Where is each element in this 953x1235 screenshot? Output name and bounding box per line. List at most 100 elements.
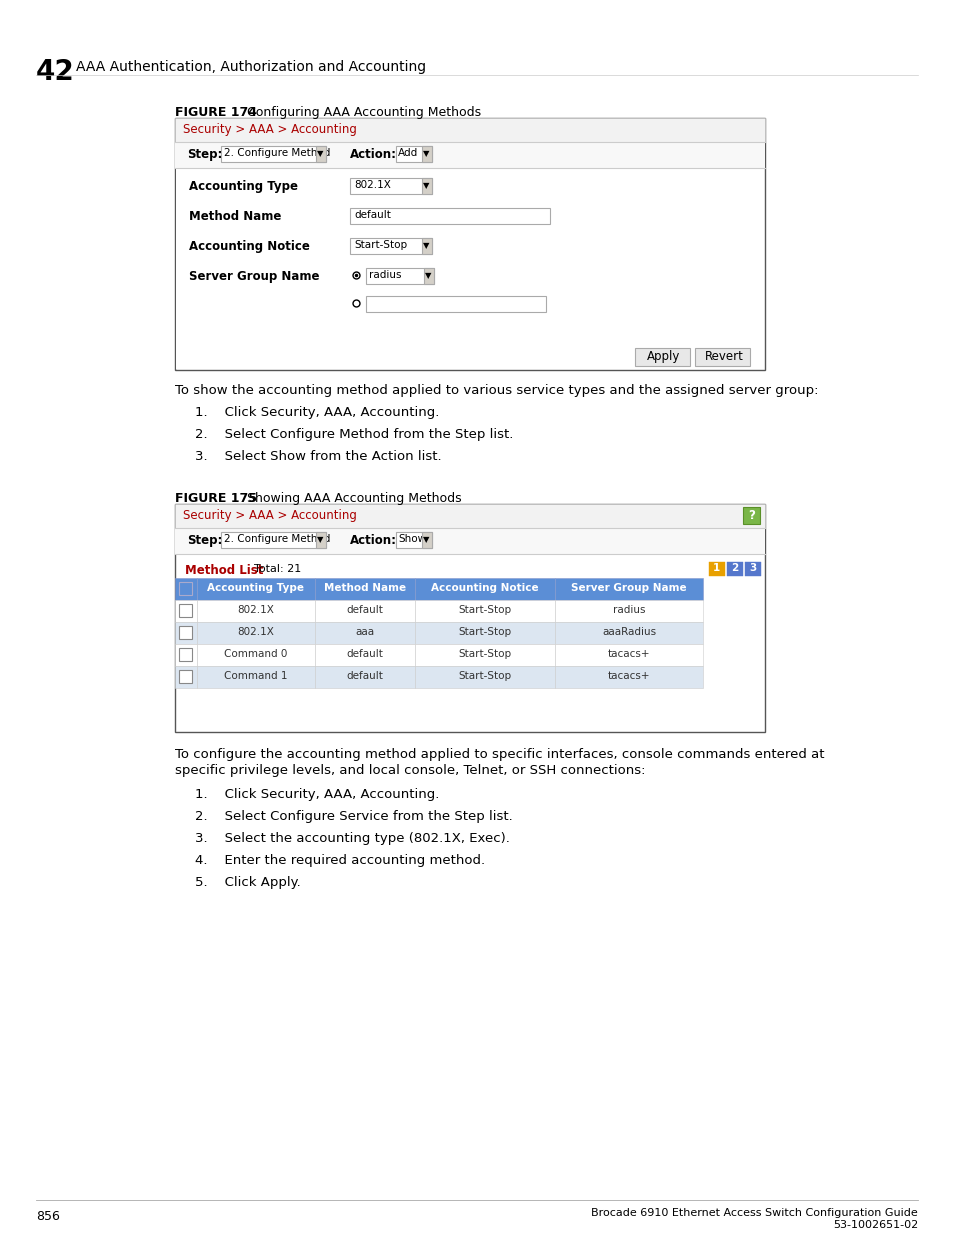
Bar bbox=[174, 666, 196, 688]
Bar bbox=[395, 532, 432, 548]
Bar bbox=[350, 178, 432, 194]
Bar bbox=[421, 178, 432, 194]
Text: Security > AAA > Accounting: Security > AAA > Accounting bbox=[183, 124, 356, 136]
Bar bbox=[174, 578, 196, 600]
Bar bbox=[174, 119, 764, 370]
Bar bbox=[196, 643, 314, 666]
Bar bbox=[179, 648, 192, 661]
Text: Show: Show bbox=[397, 534, 426, 543]
Bar bbox=[179, 671, 192, 683]
Text: ▼: ▼ bbox=[422, 149, 429, 158]
Text: Showing AAA Accounting Methods: Showing AAA Accounting Methods bbox=[247, 492, 461, 505]
Text: Method List: Method List bbox=[185, 564, 263, 577]
Bar bbox=[421, 238, 432, 254]
Bar bbox=[174, 622, 196, 643]
Text: 802.1X: 802.1X bbox=[237, 605, 274, 615]
Bar bbox=[744, 562, 760, 576]
Text: Accounting Type: Accounting Type bbox=[208, 583, 304, 593]
Bar bbox=[415, 578, 555, 600]
Text: ▼: ▼ bbox=[316, 149, 323, 158]
Text: Server Group Name: Server Group Name bbox=[571, 583, 686, 593]
Text: FIGURE 175: FIGURE 175 bbox=[174, 492, 256, 505]
Text: Configuring AAA Accounting Methods: Configuring AAA Accounting Methods bbox=[247, 106, 480, 119]
Text: 856: 856 bbox=[36, 1210, 60, 1223]
Text: Start-Stop: Start-Stop bbox=[458, 605, 511, 615]
Text: Brocade 6910 Ethernet Access Switch Configuration Guide: Brocade 6910 Ethernet Access Switch Conf… bbox=[591, 1208, 917, 1218]
Text: default: default bbox=[346, 605, 383, 615]
Bar bbox=[555, 666, 702, 688]
Bar bbox=[174, 504, 764, 732]
Text: 53-1002651-02: 53-1002651-02 bbox=[832, 1220, 917, 1230]
Text: 3.    Select the accounting type (802.1X, Exec).: 3. Select the accounting type (802.1X, E… bbox=[194, 832, 509, 845]
Text: radius: radius bbox=[612, 605, 644, 615]
Text: Accounting Notice: Accounting Notice bbox=[189, 240, 310, 253]
Text: Server Group Name: Server Group Name bbox=[189, 270, 319, 283]
Text: AAA Authentication, Authorization and Accounting: AAA Authentication, Authorization and Ac… bbox=[76, 61, 426, 74]
Bar bbox=[196, 600, 314, 622]
Text: To configure the accounting method applied to specific interfaces, console comma: To configure the accounting method appli… bbox=[174, 748, 823, 761]
Text: FIGURE 174: FIGURE 174 bbox=[174, 106, 256, 119]
Bar bbox=[555, 643, 702, 666]
Bar bbox=[196, 622, 314, 643]
Bar bbox=[695, 348, 749, 366]
Text: 2. Configure Method: 2. Configure Method bbox=[224, 534, 330, 543]
Bar bbox=[708, 562, 724, 576]
Text: 1.    Click Security, AAA, Accounting.: 1. Click Security, AAA, Accounting. bbox=[194, 788, 439, 802]
Text: 802.1X: 802.1X bbox=[237, 627, 274, 637]
Text: default: default bbox=[346, 671, 383, 680]
Text: 1: 1 bbox=[712, 563, 720, 573]
Text: default: default bbox=[346, 650, 383, 659]
Bar bbox=[314, 600, 415, 622]
Bar bbox=[174, 504, 764, 529]
Bar bbox=[179, 604, 192, 618]
Bar bbox=[314, 643, 415, 666]
Text: Step:: Step: bbox=[187, 534, 222, 547]
Bar bbox=[174, 643, 196, 666]
Text: 2.    Select Configure Method from the Step list.: 2. Select Configure Method from the Step… bbox=[194, 429, 513, 441]
Text: Start-Stop: Start-Stop bbox=[458, 650, 511, 659]
Text: Action:: Action: bbox=[350, 148, 396, 161]
Bar bbox=[635, 348, 689, 366]
Text: specific privilege levels, and local console, Telnet, or SSH connections:: specific privilege levels, and local con… bbox=[174, 764, 645, 777]
Text: ▼: ▼ bbox=[422, 535, 429, 543]
Bar bbox=[350, 207, 550, 224]
Text: aaa: aaa bbox=[355, 627, 375, 637]
Text: Security > AAA > Accounting: Security > AAA > Accounting bbox=[183, 509, 356, 522]
Bar bbox=[221, 146, 326, 162]
Text: Revert: Revert bbox=[704, 350, 743, 363]
Text: Start-Stop: Start-Stop bbox=[458, 627, 511, 637]
Bar bbox=[179, 582, 192, 595]
Bar bbox=[415, 666, 555, 688]
Bar bbox=[221, 532, 326, 548]
Text: Command 0: Command 0 bbox=[224, 650, 288, 659]
Bar bbox=[421, 532, 432, 548]
Bar bbox=[196, 578, 314, 600]
Bar bbox=[415, 600, 555, 622]
Bar bbox=[415, 622, 555, 643]
Bar bbox=[174, 142, 764, 168]
Bar bbox=[315, 146, 326, 162]
Bar bbox=[314, 666, 415, 688]
Text: Total: 21: Total: 21 bbox=[247, 564, 301, 574]
Text: 1.    Click Security, AAA, Accounting.: 1. Click Security, AAA, Accounting. bbox=[194, 406, 439, 419]
Bar bbox=[174, 529, 764, 555]
Bar bbox=[726, 562, 742, 576]
Bar bbox=[555, 578, 702, 600]
Text: tacacs+: tacacs+ bbox=[607, 671, 650, 680]
Bar bbox=[314, 578, 415, 600]
Bar bbox=[179, 626, 192, 638]
Text: To show the accounting method applied to various service types and the assigned : To show the accounting method applied to… bbox=[174, 384, 818, 396]
Text: Command 1: Command 1 bbox=[224, 671, 288, 680]
Text: Start-Stop: Start-Stop bbox=[354, 240, 407, 249]
Bar bbox=[555, 622, 702, 643]
Bar bbox=[742, 508, 760, 524]
Text: Step:: Step: bbox=[187, 148, 222, 161]
Bar bbox=[175, 119, 763, 369]
Text: Start-Stop: Start-Stop bbox=[458, 671, 511, 680]
Text: ▼: ▼ bbox=[422, 182, 429, 190]
Text: Action:: Action: bbox=[350, 534, 396, 547]
Text: Method Name: Method Name bbox=[189, 210, 281, 224]
Text: 5.    Click Apply.: 5. Click Apply. bbox=[194, 876, 300, 889]
Bar bbox=[555, 600, 702, 622]
Text: Accounting Type: Accounting Type bbox=[189, 180, 297, 193]
